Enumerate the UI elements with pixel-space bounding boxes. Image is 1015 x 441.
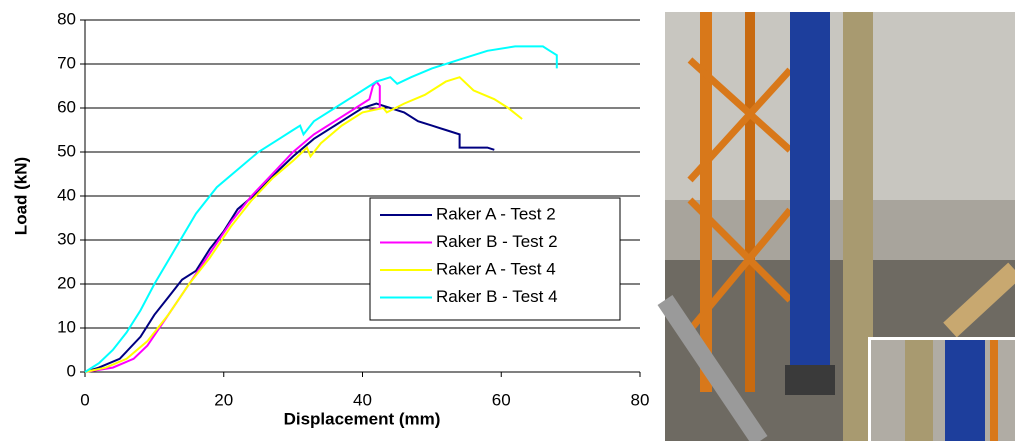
scaffold-brace [687, 197, 793, 303]
scaffold-brace [687, 57, 793, 153]
x-axis-title: Displacement (mm) [284, 409, 441, 428]
scaffold [745, 12, 755, 392]
series-line [84, 45, 558, 373]
inset-column [945, 340, 985, 441]
scaffold-brace [687, 67, 793, 183]
steel-column [790, 12, 830, 367]
legend-label: Raker A - Test 4 [436, 259, 556, 278]
chart: 0 10 20 30 40 50 60 70 80 0 20 40 60 80 Raker A - Test… [57, 9, 649, 409]
photo [657, 12, 1015, 441]
series-line [84, 76, 523, 373]
series-line [84, 102, 495, 373]
legend-label: Raker B - Test 4 [436, 287, 558, 306]
inset-scaffold [990, 340, 998, 441]
x-tick-label: 60 [492, 390, 511, 409]
scaffold [700, 12, 712, 392]
y-tick-label: 20 [57, 273, 76, 292]
y-tick-label: 70 [57, 53, 76, 72]
legend-label: Raker A - Test 2 [436, 204, 556, 223]
y-tick-label: 60 [57, 97, 76, 116]
y-tick-label: 80 [57, 9, 76, 28]
inset-timber [905, 340, 933, 441]
x-tick-label: 20 [214, 390, 233, 409]
scaffold-brace [687, 207, 793, 333]
base-plate [785, 365, 835, 395]
y-tick-label: 0 [67, 361, 76, 380]
y-tick-label: 40 [57, 185, 76, 204]
y-axis-title: Load (kN) [11, 157, 30, 235]
raker [943, 262, 1015, 338]
ladder [657, 294, 768, 441]
x-tick-label: 80 [631, 390, 650, 409]
y-tick-label: 10 [57, 317, 76, 336]
y-tick-label: 30 [57, 229, 76, 248]
legend-label: Raker B - Test 2 [436, 232, 558, 251]
x-tick-label: 40 [353, 390, 372, 409]
legend-box [369, 197, 621, 321]
x-tick-label: 0 [80, 390, 89, 409]
y-tick-label: 50 [57, 141, 76, 160]
